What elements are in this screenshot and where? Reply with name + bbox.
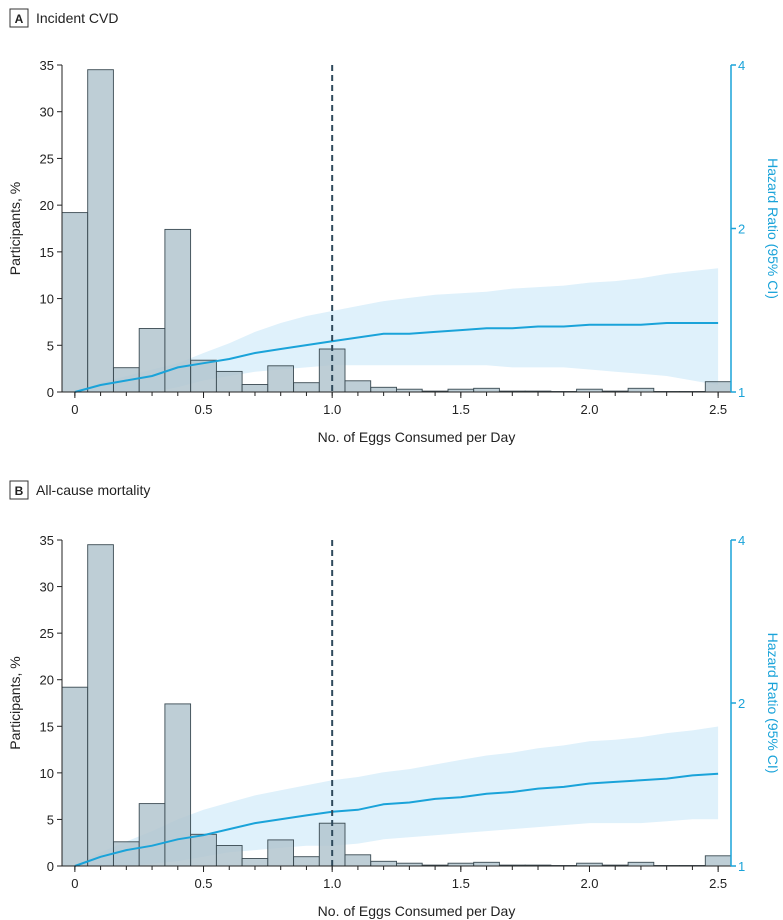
y-tick-label: 5	[47, 812, 54, 827]
y-tick-label: 15	[40, 719, 54, 734]
histogram-bar	[87, 69, 114, 393]
y-tick-label: 30	[40, 580, 54, 595]
y-tick-label: 10	[40, 292, 54, 307]
y2-tick-label: 1	[738, 385, 745, 400]
histogram-bar	[370, 860, 397, 867]
y-tick-label: 5	[47, 338, 54, 353]
x-tick-label: 2.5	[709, 876, 727, 891]
histogram-bar	[370, 386, 397, 393]
histogram-bar	[87, 544, 114, 867]
x-axis-label: No. of Eggs Consumed per Day	[318, 903, 516, 919]
histogram-bar	[164, 228, 192, 393]
histogram-bar	[61, 212, 89, 393]
x-tick-label: 1.0	[323, 876, 341, 891]
x-tick-label: 0	[71, 402, 78, 417]
x-tick-label: 1.5	[452, 876, 470, 891]
histogram-bar	[293, 382, 320, 393]
x-tick-label: 1.0	[323, 402, 341, 417]
y-tick-label: 15	[40, 245, 54, 260]
histogram-bar	[704, 381, 732, 393]
y-tick-label: 20	[40, 673, 54, 688]
y2-tick-label: 2	[738, 696, 745, 711]
histogram-bar	[704, 855, 732, 867]
panel-letter-box	[9, 480, 29, 500]
y-tick-label: 0	[47, 859, 54, 874]
x-tick-label: 0.5	[194, 402, 212, 417]
histogram-bar	[627, 387, 655, 393]
y-tick-label: 10	[40, 766, 54, 781]
x-tick-label: 2.0	[580, 402, 598, 417]
y2-tick-label: 1	[738, 859, 745, 874]
x-tick-label: 2.0	[580, 876, 598, 891]
y-tick-label: 30	[40, 105, 54, 120]
histogram-bar	[241, 384, 269, 393]
y-tick-label: 20	[40, 198, 54, 213]
y-tick-label: 35	[40, 58, 54, 73]
x-axis-label: No. of Eggs Consumed per Day	[318, 429, 516, 445]
y-tick-label: 35	[40, 533, 54, 548]
histogram-bar	[113, 841, 140, 867]
hazard-ratio-line	[74, 772, 719, 867]
panel-b: B All-cause mortality05101520253035Partic…	[7, 480, 781, 919]
hazard-ratio-line	[74, 322, 719, 393]
histogram-bar	[344, 854, 372, 867]
panel-letter: A	[15, 12, 24, 26]
ci-band	[74, 268, 719, 392]
y-tick-label: 0	[47, 385, 54, 400]
histogram-bar	[215, 845, 243, 867]
histogram-bar	[241, 858, 269, 867]
histogram-bar	[190, 833, 217, 867]
histogram-bar	[267, 365, 294, 393]
y2-axis-label: Hazard Ratio (95% CI)	[765, 633, 781, 774]
y-tick-label: 25	[40, 151, 54, 166]
y2-tick-label: 2	[738, 222, 745, 237]
histogram-bar	[61, 686, 89, 867]
x-tick-label: 0	[71, 876, 78, 891]
panel-title: All-cause mortality	[36, 482, 150, 498]
histogram-bar	[138, 803, 166, 867]
histogram-bar	[215, 370, 243, 393]
y2-tick-label: 4	[738, 533, 745, 548]
x-tick-label: 1.5	[452, 402, 470, 417]
histogram-bar	[267, 839, 294, 867]
x-tick-label: 2.5	[709, 402, 727, 417]
y-axis-label: Participants, %	[7, 656, 23, 749]
y-axis-label: Participants, %	[7, 182, 23, 275]
histogram-bar	[138, 328, 166, 393]
y2-tick-label: 4	[738, 58, 745, 73]
panel-a: A Incident CVD05101520253035Participants,…	[7, 8, 781, 445]
panel-letter: B	[15, 484, 24, 498]
x-tick-label: 0.5	[194, 876, 212, 891]
histogram-bar	[627, 861, 655, 867]
ci-band	[74, 726, 719, 866]
y2-axis-label: Hazard Ratio (95% CI)	[765, 158, 781, 299]
histogram-bar	[473, 387, 500, 393]
histogram-bar	[473, 861, 500, 867]
panel-letter-box	[9, 8, 29, 28]
panel-title: Incident CVD	[36, 10, 118, 26]
histogram-bar	[293, 856, 320, 867]
y-tick-label: 25	[40, 626, 54, 641]
histogram-bar	[344, 380, 372, 393]
